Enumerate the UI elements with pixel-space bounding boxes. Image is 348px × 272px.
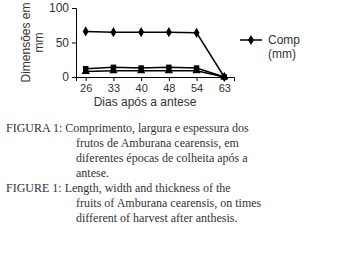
series-marker: [166, 27, 172, 37]
series-marker: [110, 27, 116, 37]
legend-label-line: Comp: [268, 33, 300, 47]
series-line: [86, 71, 225, 77]
y-tick-mark: [72, 8, 76, 9]
chart: 0 50 100 26 33 40 48 54 63 Dimensões emmm Dias apó…: [0, 0, 348, 272]
y-tick-label: 100: [49, 1, 69, 15]
y-axis: 0 50 100: [49, 1, 77, 84]
x-tick-label: 48: [163, 82, 175, 94]
legend: Comp(mm): [240, 33, 300, 61]
legend-marker: [248, 35, 254, 45]
x-tick-label: 33: [108, 82, 120, 94]
y-axis-title-line: mm: [32, 33, 46, 53]
y-tick: 50: [56, 36, 76, 50]
legend-label-line: (mm): [268, 47, 296, 61]
x-tick-mark: [86, 77, 87, 81]
x-tick-mark: [169, 77, 170, 81]
caption-line: diferentes épocas de colheita após a: [76, 151, 248, 165]
x-tick-label: 26: [80, 82, 92, 94]
y-axis-title: Dimensões emmm: [19, 2, 46, 82]
caption-line: frutos de Amburana cearensis, em: [76, 136, 240, 150]
y-axis-line: [72, 9, 77, 78]
y-tick-mark: [72, 77, 76, 78]
x-tick-label: 54: [191, 82, 203, 94]
caption-line: antese.: [76, 166, 109, 180]
y-tick: 100: [49, 1, 76, 15]
series-line: [86, 31, 225, 77]
x-tick: 48: [163, 77, 175, 94]
caption-line: FIGURE 1: Length, width and thickness of…: [6, 181, 231, 195]
caption-line: fruits of Amburana cearensis, on times: [76, 196, 262, 210]
plot-area: [82, 26, 229, 82]
series-marker: [138, 27, 144, 37]
series-line: [86, 67, 225, 77]
y-tick-mark: [72, 43, 76, 44]
x-tick: 26: [80, 77, 92, 94]
series-marker: [83, 26, 89, 36]
x-tick-mark: [141, 77, 142, 81]
x-tick-label: 40: [136, 82, 148, 94]
y-tick-label: 0: [62, 70, 69, 84]
caption-line: different of harvest after anthesis.: [76, 211, 237, 225]
series-marker: [192, 66, 200, 73]
y-tick: 0: [62, 70, 76, 84]
y-tick-label: 50: [56, 36, 70, 50]
x-tick: 54: [191, 77, 203, 94]
series-marker: [194, 28, 200, 38]
series-marker: [109, 66, 117, 73]
legend-label: Comp(mm): [268, 33, 300, 61]
x-axis-title: Dias após a antese: [94, 95, 197, 109]
x-tick-label: 63: [219, 82, 231, 94]
y-axis-title-line: Dimensões em: [19, 2, 33, 82]
caption-line: FIGURA 1: Comprimento, largura e espessu…: [6, 121, 249, 135]
x-tick-mark: [197, 77, 198, 81]
x-axis: 26 33 40 48 54 63: [77, 77, 235, 94]
series-marker: [165, 66, 173, 73]
x-axis-line: [77, 78, 235, 82]
series-marker: [82, 67, 90, 74]
series-marker: [220, 72, 228, 79]
x-tick: 33: [108, 77, 120, 94]
series-marker: [137, 66, 145, 73]
x-tick-mark: [113, 77, 114, 81]
x-tick: 40: [136, 77, 148, 94]
